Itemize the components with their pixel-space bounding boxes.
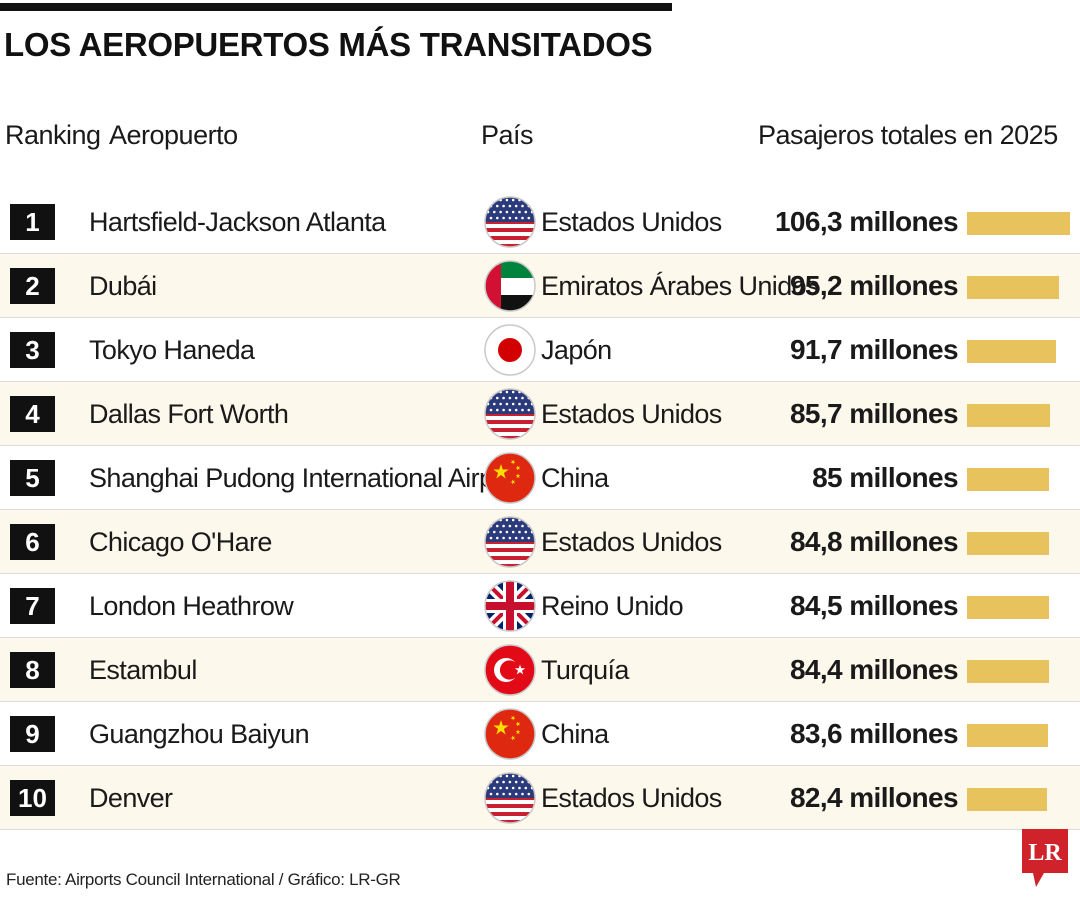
country-name: Japón [541,335,612,365]
passenger-value-label: 95,2 millones [789,270,959,301]
table-row: 7 London Heathrow Reino Unido 84,5 millones [0,574,1080,638]
top-rule [0,3,672,11]
airport-name: Denver [89,783,173,813]
lr-logo: LR [1022,829,1068,887]
country-name: Emiratos Árabes Unidos [541,271,820,301]
logo-text: LR [1028,840,1062,866]
rank-badge: 5 [10,460,55,496]
usa-flag-icon [484,196,536,248]
airport-name: Estambul [89,655,197,685]
table-row: 8 Estambul Turquía 84,4 millones [0,638,1080,702]
passenger-bar [967,212,1070,235]
usa-flag-icon [484,388,536,440]
china-flag-icon [484,452,536,504]
uae-flag-icon [484,260,536,312]
source-note: Fuente: Airports Council International /… [6,870,401,889]
passenger-bar [967,724,1048,747]
header-passengers: Pasajeros totales en 2025 [758,120,1058,150]
country-name: Estados Unidos [541,783,722,813]
header-country: País [481,120,534,150]
rank-badge: 7 [10,588,55,624]
rank-badge: 6 [10,524,55,560]
rank-badge: 8 [10,652,55,688]
passenger-value-label: 84,8 millones [789,526,959,557]
passenger-value-label: 84,4 millones [789,654,959,685]
rank-badge: 10 [10,780,55,816]
passenger-bar [967,276,1060,299]
country-name: China [541,463,609,493]
country-name: Estados Unidos [541,399,722,429]
table-row: 5 Shanghai Pudong International Airport Ch… [0,446,1080,510]
airport-name: London Heathrow [89,591,294,621]
rank-badge: 2 [10,268,55,304]
usa-flag-icon [484,516,536,568]
airport-name: Chicago O'Hare [89,527,272,557]
rank-badge: 9 [10,716,55,752]
country-name: China [541,719,609,749]
passenger-value-label: 85,7 millones [789,398,959,429]
table-row: 9 Guangzhou Baiyun China 83,6 millones [0,702,1080,766]
rank-badge: 4 [10,396,55,432]
uk-flag-icon [484,580,536,632]
passenger-value-label: 82,4 millones [789,782,959,813]
table-row: 6 Chicago O'Hare Estados Unidos 84,8 millon… [0,510,1080,574]
airport-name: Guangzhou Baiyun [89,719,310,749]
passenger-value-label: 91,7 millones [789,334,959,365]
airport-name: Dallas Fort Worth [89,399,289,429]
passenger-value-label: 85 millones [812,462,959,493]
country-name: Estados Unidos [541,207,722,237]
passenger-value-label: 83,6 millones [789,718,959,749]
airport-name: Tokyo Haneda [89,335,255,365]
airport-name: Dubái [89,271,157,301]
passenger-value-label: 106,3 millones [774,206,959,237]
table-row: 3 Tokyo Haneda Japón 91,7 millones [0,318,1080,382]
passenger-bar [967,532,1050,555]
airport-name: Hartsfield-Jackson Atlanta [89,207,386,237]
rank-badge: 3 [10,332,55,368]
usa-flag-icon [484,772,536,824]
table-row: 10 Denver Estados Unidos 82,4 millones [0,766,1080,830]
header-airport: Aeropuerto [109,120,238,150]
country-name: Reino Unido [541,591,684,621]
logo-shape [1022,829,1068,887]
table-row: 2 Dubái Emiratos Árabes Unidos 95,2 millone… [0,254,1080,318]
passenger-bar [967,340,1056,363]
passenger-bar [967,660,1049,683]
passenger-bar [967,468,1050,491]
chart-title: LOS AEROPUERTOS MÁS TRANSITADOS [4,26,653,63]
country-name: Turquía [541,655,629,685]
table-row: 1 Hartsfield-Jackson Atlanta Estados Unido… [0,190,1080,254]
table-row: 4 Dallas Fort Worth Estados Unidos 85,7 mil… [0,382,1080,446]
japan-flag-icon [484,324,536,376]
rank-badge: 1 [10,204,55,240]
passenger-bar [967,788,1047,811]
china-flag-icon [484,708,536,760]
country-name: Estados Unidos [541,527,722,557]
turkey-flag-icon [484,644,536,696]
passenger-value-label: 84,5 millones [789,590,959,621]
airport-name: Shanghai Pudong International Airport [89,463,524,493]
passenger-bar [967,404,1050,427]
passenger-bar [967,596,1049,619]
header-ranking: Ranking [5,120,101,150]
